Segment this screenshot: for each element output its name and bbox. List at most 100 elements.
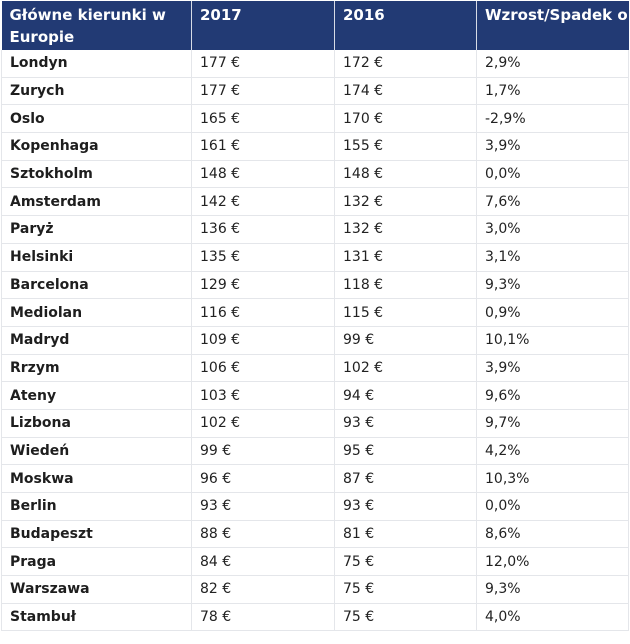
column-header-destination: Główne kierunki w Europie [1,1,192,50]
price-2017-cell: 96 € [191,464,335,493]
price-2016-cell: 174 € [334,77,477,106]
table-row: Moskwa 96 €87 €10,3% [1,464,629,493]
table-body: Londyn 177 €172 €2,9% Zurych 177 €174 €1,7%… [1,50,629,632]
price-2016-cell: 132 € [334,187,477,217]
city-cell: Lizbona [1,409,192,438]
change-cell: 1,7% [476,77,629,106]
city-cell: Oslo [1,104,192,134]
city-cell: Mediolan [1,298,192,327]
table-row: Rrzym 106 €102 €3,9% [1,354,629,383]
price-2017-cell: 177 € [191,77,335,106]
change-cell: 2,9% [476,50,629,78]
table-row: Londyn 177 €172 €2,9% [1,50,629,78]
price-2016-cell: 75 € [334,603,477,632]
city-cell: Ateny [1,381,192,410]
change-cell: 0,0% [476,492,629,521]
city-cell: Stambuł [1,603,192,632]
price-2016-cell: 155 € [334,132,477,161]
price-2017-cell: 102 € [191,409,335,438]
table-row: Mediolan 116 €115 €0,9% [1,298,629,327]
table-row: Zurych 177 €174 €1,7% [1,77,629,106]
price-2017-cell: 129 € [191,271,335,300]
table-row: Praga 84 €75 €12,0% [1,547,629,577]
price-2017-cell: 93 € [191,492,335,521]
change-cell: 10,3% [476,464,629,493]
price-2017-cell: 103 € [191,381,335,410]
city-cell: Praga [1,547,192,577]
change-cell: 0,0% [476,160,629,189]
table-row: Amsterdam 142 €132 €7,6% [1,187,629,217]
table-row: Helsinki 135 €131 €3,1% [1,243,629,272]
table-row: Sztokholm 148 €148 €0,0% [1,160,629,189]
price-2017-cell: 78 € [191,603,335,632]
change-cell: 7,6% [476,187,629,217]
table-header-row: Główne kierunki w Europie 2017 2016 Wzro… [1,1,629,50]
column-header-2016: 2016 [334,1,477,50]
price-2017-cell: 165 € [191,104,335,134]
city-cell: Rrzym [1,354,192,383]
table-row: Kopenhaga 161 €155 €3,9% [1,132,629,161]
price-2017-cell: 135 € [191,243,335,272]
change-cell: 3,0% [476,215,629,244]
price-2016-cell: 115 € [334,298,477,327]
price-2016-cell: 95 € [334,437,477,466]
price-2017-cell: 136 € [191,215,335,244]
table-row: Lizbona 102 €93 €9,7% [1,409,629,438]
city-cell: Madryd [1,326,192,355]
change-cell: 3,9% [476,132,629,161]
change-cell: 4,2% [476,437,629,466]
price-2016-cell: 170 € [334,104,477,134]
price-2017-cell: 88 € [191,520,335,549]
price-2016-cell: 94 € [334,381,477,410]
change-cell: 9,7% [476,409,629,438]
city-cell: Berlin [1,492,192,521]
price-2017-cell: 99 € [191,437,335,466]
price-2017-cell: 148 € [191,160,335,189]
change-cell: 10,1% [476,326,629,355]
city-cell: Zurych [1,77,192,106]
change-cell: 3,9% [476,354,629,383]
price-2017-cell: 116 € [191,298,335,327]
price-2016-cell: 102 € [334,354,477,383]
price-2016-cell: 132 € [334,215,477,244]
change-cell: 12,0% [476,547,629,577]
table-row: Barcelona 129 €118 €9,3% [1,271,629,300]
table-row: Berlin 93 €93 €0,0% [1,492,629,521]
city-cell: Paryż [1,215,192,244]
change-cell: 4,0% [476,603,629,632]
price-2017-cell: 161 € [191,132,335,161]
city-cell: Budapeszt [1,520,192,549]
city-cell: Londyn [1,50,192,78]
table-row: Warszawa 82 €75 €9,3% [1,575,629,604]
price-2017-cell: 82 € [191,575,335,604]
price-2016-cell: 118 € [334,271,477,300]
change-cell: 9,3% [476,575,629,604]
city-cell: Barcelona [1,271,192,300]
city-cell: Moskwa [1,464,192,493]
price-2016-cell: 99 € [334,326,477,355]
column-header-2017: 2017 [191,1,335,50]
price-2016-cell: 93 € [334,409,477,438]
price-2016-cell: 75 € [334,575,477,604]
price-2016-cell: 172 € [334,50,477,78]
table-row: Paryż 136 €132 €3,0% [1,215,629,244]
city-cell: Warszawa [1,575,192,604]
city-cell: Helsinki [1,243,192,272]
price-2017-cell: 109 € [191,326,335,355]
table-row: Budapeszt 88 €81 €8,6% [1,520,629,549]
city-cell: Wiedeń [1,437,192,466]
price-2016-cell: 148 € [334,160,477,189]
price-2017-cell: 142 € [191,187,335,217]
price-2017-cell: 177 € [191,50,335,78]
table-row: Ateny 103 €94 €9,6% [1,381,629,410]
price-2016-cell: 81 € [334,520,477,549]
change-cell: 3,1% [476,243,629,272]
hotel-prices-table: Główne kierunki w Europie 2017 2016 Wzro… [1,1,629,632]
column-header-change: Wzrost/Spadek o [476,1,629,50]
price-2016-cell: 75 € [334,547,477,577]
price-2016-cell: 87 € [334,464,477,493]
city-cell: Kopenhaga [1,132,192,161]
city-cell: Amsterdam [1,187,192,217]
city-cell: Sztokholm [1,160,192,189]
